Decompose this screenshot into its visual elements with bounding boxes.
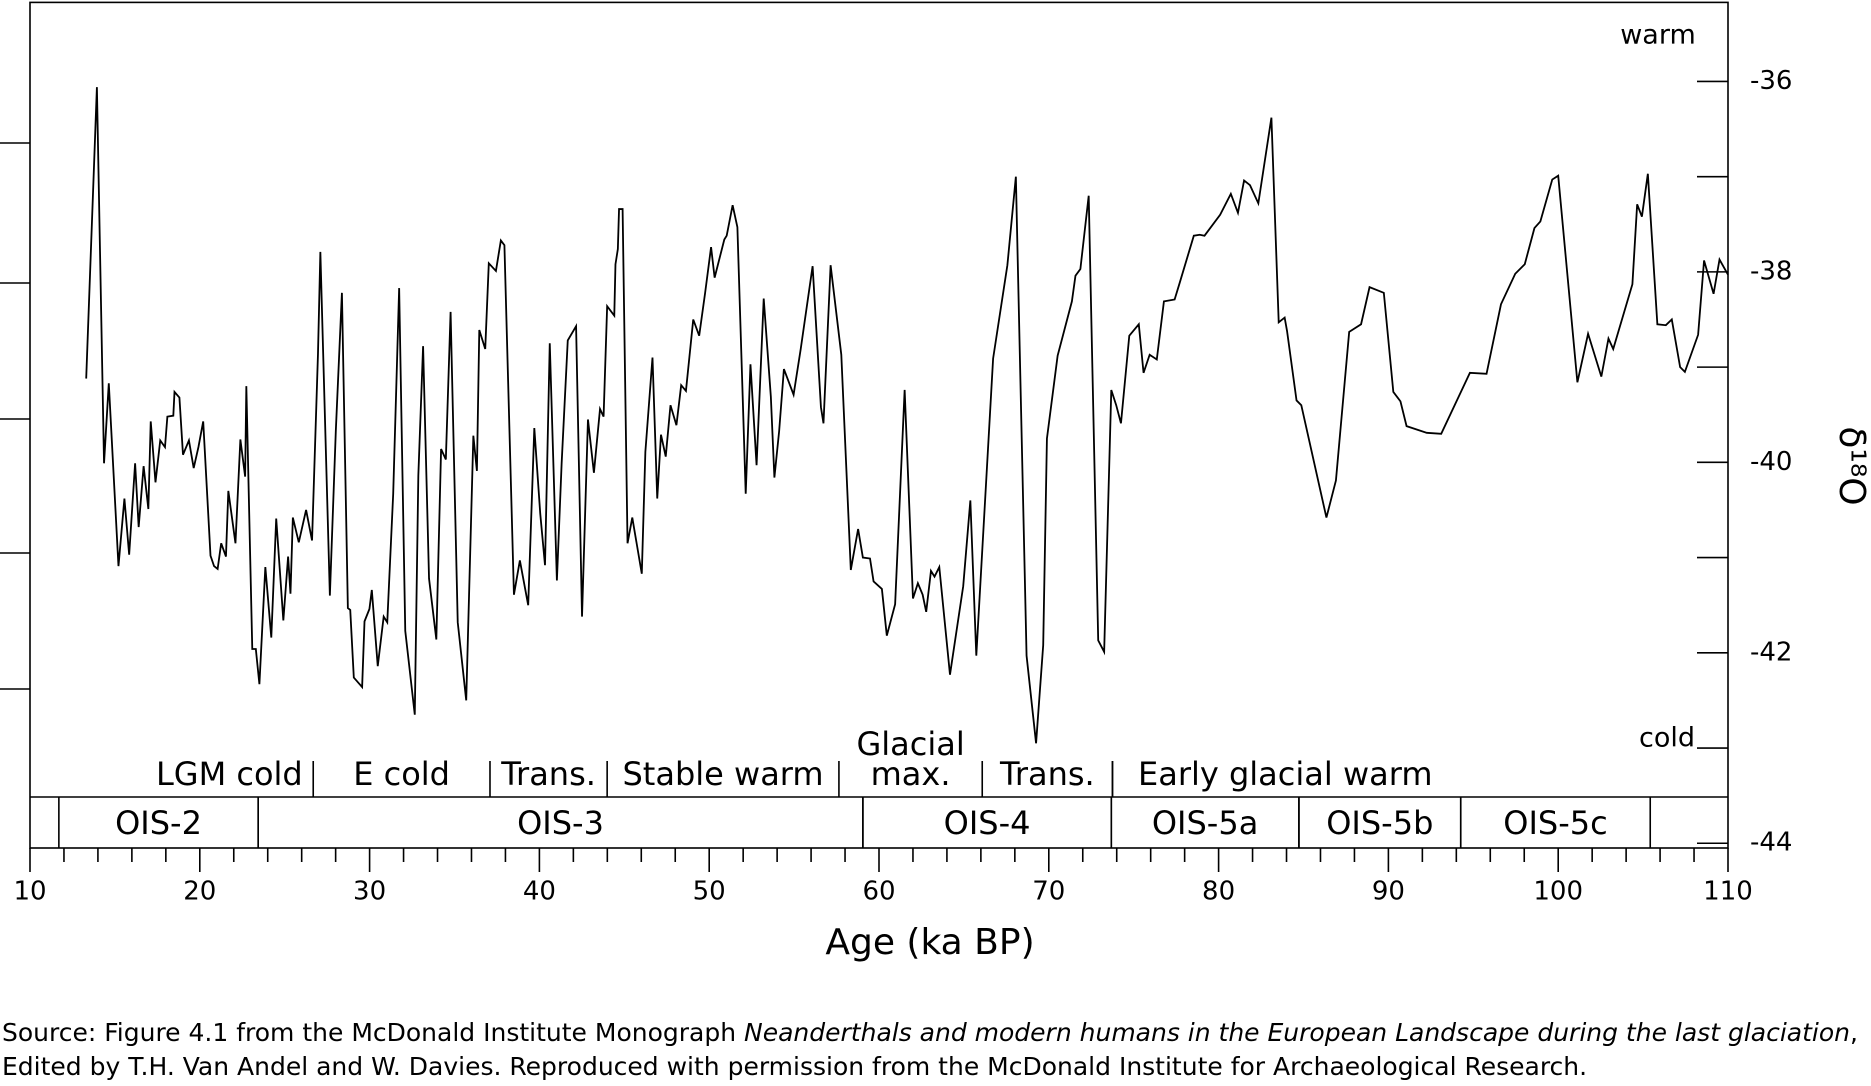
phase-label: Glacial (856, 725, 964, 763)
y-axis-label: δ¹⁸O (1831, 426, 1871, 505)
x-tick-label: 80 (1202, 877, 1235, 907)
phase-label: Stable warm (622, 755, 823, 793)
y-tick-label: -42 (1750, 637, 1792, 667)
x-tick-label: 100 (1533, 877, 1583, 907)
x-tick-label: 30 (353, 877, 386, 907)
chart: warm cold Age (ka BP) δ¹⁸O 10 20 30 40 50 60 7… (0, 1, 1871, 963)
x-tick-label: 110 (1703, 877, 1753, 907)
x-tick-label: 50 (693, 877, 726, 907)
caption: Source: Figure 4.1 from the McDonald Ins… (2, 1016, 1858, 1084)
x-tick-label: 60 (862, 877, 895, 907)
phase-label: Early glacial warm (1138, 755, 1433, 793)
stage-label: OIS-4 (944, 804, 1031, 842)
phase-label: LGM cold (156, 755, 303, 793)
x-tick-label: 10 (13, 877, 46, 907)
stage-label: OIS-2 (115, 804, 202, 842)
y-tick-label: -38 (1750, 256, 1792, 286)
y-tick-label: -44 (1750, 828, 1792, 858)
phase-label: max. (871, 755, 951, 793)
stage-label: OIS-5a (1152, 804, 1258, 842)
x-tick-label: 20 (183, 877, 216, 907)
stage-label: OIS-3 (517, 804, 604, 842)
caption-line: Edited by T.H. Van Andel and W. Davies. … (2, 1052, 1588, 1081)
x-axis-label: Age (ka BP) (825, 922, 1034, 963)
plot-frame (29, 1, 1729, 849)
caption-text: Source: Figure 4.1 from the McDonald Ins… (2, 1018, 745, 1047)
warm-label: warm (1620, 20, 1696, 51)
caption-text: , (1850, 1018, 1858, 1047)
phase-label: E cold (353, 755, 450, 793)
stage-label: OIS-5b (1326, 804, 1433, 842)
left-axis-ticks (0, 142, 30, 690)
x-tick-label: 90 (1372, 877, 1405, 907)
phase-label: Trans. (500, 755, 596, 793)
y-tick-label: -36 (1750, 66, 1792, 96)
x-tick-label: 70 (1032, 877, 1065, 907)
data-line (85, 87, 1729, 744)
y-tick-label: -40 (1750, 447, 1792, 477)
stage-label: OIS-5c (1503, 804, 1607, 842)
caption-title: Neanderthals and modern humans in the Eu… (744, 1018, 1850, 1047)
caption-line: Source: Figure 4.1 from the McDonald Ins… (2, 1016, 1858, 1050)
phase-label: Trans. (999, 755, 1095, 793)
cold-label: cold (1639, 723, 1695, 754)
x-tick-label: 40 (523, 877, 556, 907)
